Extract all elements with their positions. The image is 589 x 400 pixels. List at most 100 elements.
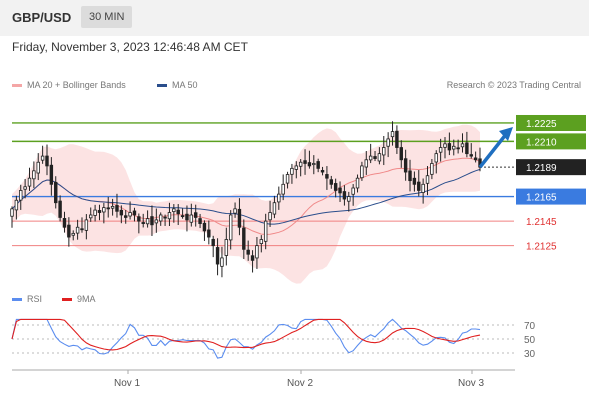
- copyright: Research © 2023 Trading Central: [446, 80, 581, 90]
- rsi-tick-50: 50: [524, 335, 536, 346]
- candle: [395, 130, 399, 148]
- candle: [172, 208, 176, 213]
- candle: [272, 202, 277, 215]
- candle: [141, 222, 145, 224]
- candle: [128, 212, 132, 217]
- candle: [368, 155, 373, 161]
- candle: [281, 183, 285, 195]
- candle: [102, 207, 106, 213]
- legend-9ma: 9MA: [62, 294, 96, 304]
- candle: [255, 245, 259, 259]
- candle: [347, 196, 351, 202]
- legend-swatch-ma50: [157, 84, 167, 88]
- candle: [338, 187, 342, 194]
- candle: [307, 162, 312, 167]
- legend-swatch-9ma: [62, 298, 72, 302]
- candle: [137, 216, 141, 222]
- candle: [290, 167, 294, 175]
- level-label-1.2165: 1.2165: [526, 193, 557, 204]
- legend-label-9ma: 9MA: [77, 294, 96, 304]
- level-box-1.2225: [516, 114, 586, 131]
- candle: [382, 147, 386, 156]
- level-label-1.2145: 1.2145: [526, 217, 557, 228]
- candle: [259, 239, 264, 245]
- level-label-1.2125: 1.2125: [526, 242, 557, 253]
- candle: [97, 210, 102, 213]
- candle: [342, 191, 347, 200]
- candle: [360, 165, 364, 179]
- bollinger-band: [12, 124, 480, 284]
- candle: [377, 153, 382, 162]
- symbol-title: GBP/USD: [12, 10, 72, 25]
- candle: [193, 212, 198, 218]
- candle: [456, 147, 460, 150]
- candle: [119, 209, 124, 216]
- legend-swatch-rsi: [12, 298, 22, 302]
- candle: [434, 153, 438, 163]
- rsi-ma-line: [11, 318, 481, 351]
- candle: [224, 239, 229, 256]
- candle: [71, 232, 75, 236]
- candle: [473, 157, 478, 161]
- candle: [325, 174, 329, 179]
- candle: [430, 163, 434, 175]
- candle: [49, 164, 54, 185]
- candle: [465, 142, 469, 155]
- timeframe-button[interactable]: 30 MIN: [81, 6, 133, 28]
- candle: [198, 218, 202, 224]
- candle: [93, 209, 97, 216]
- level-label-1.2189: 1.2189: [526, 163, 557, 174]
- candle: [421, 183, 425, 193]
- candle: [167, 212, 172, 220]
- level-label-1.2225: 1.2225: [526, 119, 557, 130]
- candle: [263, 220, 268, 242]
- candle: [312, 163, 316, 166]
- candle: [237, 208, 242, 228]
- candle: [115, 205, 119, 212]
- candle: [329, 179, 334, 185]
- candle: [40, 155, 45, 161]
- candle: [32, 170, 36, 180]
- candle: [316, 161, 320, 169]
- candle: [185, 213, 189, 221]
- legend-label-rsi: RSI: [27, 294, 43, 304]
- candle: [58, 200, 62, 218]
- candle: [19, 190, 23, 201]
- legend-label-ma50: MA 50: [172, 80, 198, 90]
- candle: [242, 227, 246, 250]
- candle: [75, 226, 80, 234]
- candle: [124, 215, 128, 218]
- candle: [163, 216, 167, 219]
- rsi-tick-30: 30: [524, 349, 536, 360]
- candle: [150, 216, 154, 226]
- candle: [447, 143, 452, 151]
- candle: [202, 222, 207, 232]
- legend-ma20: MA 20 + Bollinger Bands: [12, 80, 126, 90]
- candle: [403, 158, 408, 173]
- candle: [62, 218, 67, 228]
- candle: [158, 214, 163, 222]
- candle: [277, 193, 281, 203]
- candle: [89, 214, 93, 219]
- candle: [417, 181, 421, 191]
- x-tick-label: Nov 3: [458, 378, 485, 389]
- candle: [80, 228, 84, 231]
- candle: [246, 249, 250, 255]
- candle: [443, 143, 447, 148]
- x-tick-label: Nov 2: [287, 378, 314, 389]
- candle: [355, 177, 360, 189]
- candle: [211, 238, 215, 247]
- candle: [154, 219, 159, 224]
- candle: [228, 214, 233, 241]
- candle: [412, 177, 417, 185]
- candle: [460, 143, 465, 148]
- candle: [132, 210, 137, 216]
- candle: [399, 147, 403, 161]
- forecast-arrowhead: [499, 126, 513, 141]
- candle: [373, 156, 377, 159]
- candle: [54, 181, 58, 204]
- legend-label-ma20: MA 20 + Bollinger Bands: [27, 80, 126, 90]
- candle: [215, 247, 220, 265]
- candle: [364, 159, 368, 168]
